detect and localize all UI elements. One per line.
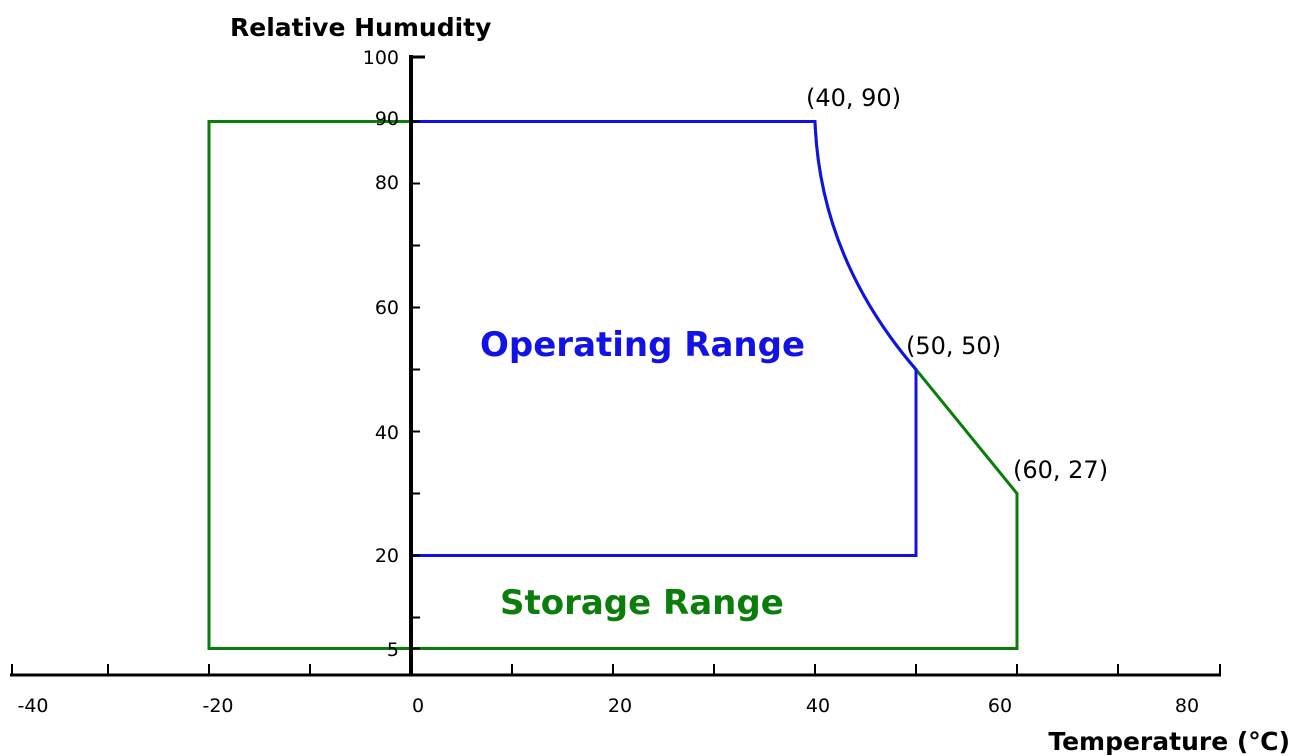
x-tick-label: 20 — [608, 695, 632, 717]
x-tick-label: 60 — [988, 695, 1012, 717]
x-tick-label: 0 — [412, 695, 424, 717]
point-annotation-60-27: (60, 27) — [1013, 456, 1108, 484]
x-tick-label: 80 — [1175, 695, 1199, 717]
y-tick-label: 60 — [375, 297, 399, 319]
y-tick-label: 100 — [363, 47, 399, 69]
y-tick-label: 40 — [375, 422, 399, 444]
y-tick-label: 5 — [387, 639, 399, 661]
operating-range-label: Operating Range — [480, 325, 805, 365]
x-tick-label: 40 — [806, 695, 830, 717]
storage-range-outline — [207, 120, 1019, 650]
storage-range-label: Storage Range — [500, 583, 784, 623]
point-annotation-40-90: (40, 90) — [806, 84, 901, 112]
y-tick-label: 20 — [375, 545, 399, 567]
y-tick-label: 90 — [375, 108, 399, 130]
y-tick-label: 80 — [375, 172, 399, 194]
x-tick-label: -40 — [17, 695, 48, 717]
x-axis-title: Temperature (℃) — [1048, 727, 1290, 756]
x-tick-label: -20 — [202, 695, 233, 717]
y-axis-title: Relative Humudity — [230, 13, 491, 42]
point-annotation-50-50: (50, 50) — [906, 332, 1001, 360]
